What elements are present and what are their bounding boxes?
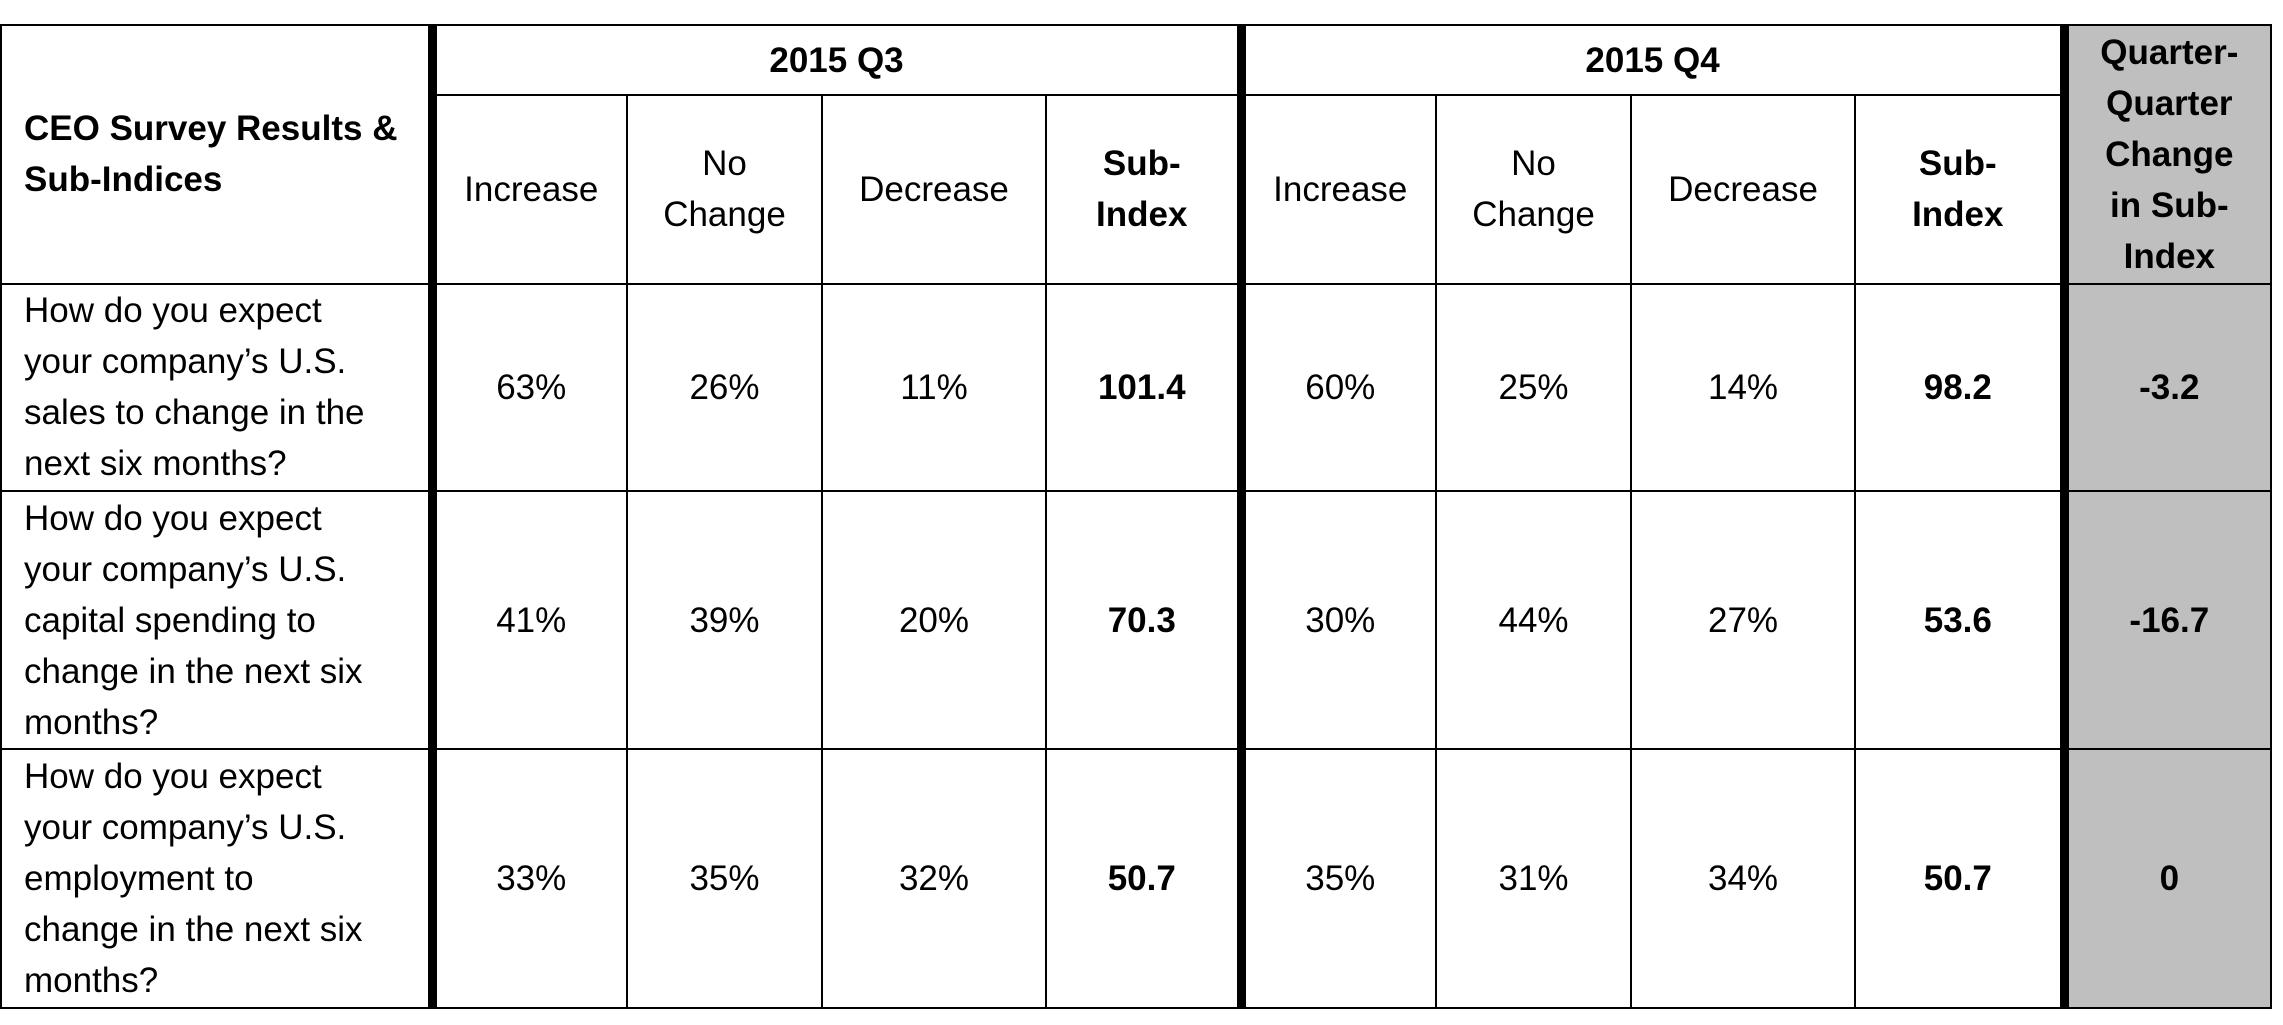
- ceo-survey-table: CEO Survey Results & Sub-Indices 2015 Q3…: [0, 23, 2273, 1009]
- q4-increase-value: 35%: [1240, 748, 1438, 1009]
- q4-decrease-value: 27%: [1630, 489, 1857, 751]
- col-header-increase: Increase: [1240, 94, 1438, 285]
- q3-decrease-value: 20%: [821, 489, 1047, 751]
- question-line: your company’s U.S.: [24, 342, 347, 382]
- change-header-line: Quarter: [2106, 83, 2233, 123]
- question-line: months?: [24, 961, 159, 1001]
- header-row-columns: Increase No Change Decrease Sub- Index I…: [1, 94, 2271, 285]
- col-header-decrease: Decrease: [821, 94, 1047, 285]
- table-title-line: Sub-Indices: [24, 160, 223, 200]
- q3-increase-value: 33%: [431, 748, 628, 1009]
- col-header-decrease: Decrease: [1630, 94, 1857, 285]
- col-header-subindex: Sub- Index: [1854, 94, 2069, 285]
- question-line: capital spending to: [24, 600, 316, 640]
- q4-no-change-value: 44%: [1435, 489, 1633, 751]
- q3-decrease-value: 32%: [821, 748, 1047, 1009]
- q3-no-change-value: 39%: [626, 489, 823, 751]
- q3-decrease-value: 11%: [821, 282, 1047, 492]
- table-row: How do you expect your company’s U.S. sa…: [0, 282, 2273, 492]
- col-header-line: Change: [663, 195, 786, 235]
- group-header-q4: 2015 Q4: [1240, 23, 2069, 97]
- q4-no-change-value: 31%: [1435, 748, 1633, 1009]
- question-line: your company’s U.S.: [24, 549, 347, 589]
- question-line: How do you expect: [24, 757, 322, 797]
- q4-subindex-value: 50.7: [1854, 748, 2069, 1009]
- q4-increase-value: 30%: [1240, 489, 1438, 751]
- q4-no-change-value: 25%: [1435, 282, 1633, 492]
- col-header-no-change: No Change: [626, 94, 823, 285]
- change-header-line: Index: [2123, 236, 2216, 276]
- q4-subindex-value: 53.6: [1854, 489, 2069, 751]
- question-line: months?: [24, 702, 159, 742]
- question-cell: How do you expect your company’s U.S. sa…: [0, 282, 437, 492]
- quarter-change-value: -3.2: [2063, 282, 2273, 492]
- question-line: next six months?: [24, 444, 287, 484]
- question-cell: How do you expect your company’s U.S. ca…: [0, 489, 437, 751]
- question-line: change in the next six: [24, 910, 363, 950]
- col-header-line: Index: [1912, 195, 2004, 235]
- change-header-line: in Sub-: [2110, 185, 2229, 225]
- question-line: your company’s U.S.: [24, 808, 347, 848]
- q3-increase-value: 41%: [431, 489, 628, 751]
- q4-decrease-value: 14%: [1630, 282, 1857, 492]
- table-row: How do you expect your company’s U.S. em…: [0, 748, 2273, 1009]
- question-line: How do you expect: [24, 291, 322, 331]
- quarter-change-value: 0: [2063, 748, 2273, 1009]
- col-header-line: Sub-: [1918, 144, 1997, 184]
- table-title-cell: CEO Survey Results & Sub-Indices: [0, 24, 437, 285]
- table-title-line: CEO Survey Results &: [24, 109, 398, 149]
- q4-decrease-value: 34%: [1630, 748, 1857, 1009]
- q3-no-change-value: 35%: [626, 748, 823, 1009]
- change-header-line: Quarter-: [2100, 32, 2239, 72]
- col-header-line: No: [702, 144, 747, 184]
- col-header-subindex: Sub- Index: [1044, 94, 1246, 285]
- q3-no-change-value: 26%: [626, 282, 823, 492]
- col-header-line: Change: [1472, 195, 1595, 235]
- quarter-change-value: -16.7: [2063, 489, 2273, 751]
- change-header-cell: Quarter- Quarter Change in Sub- Index: [2063, 24, 2273, 285]
- q4-subindex-value: 98.2: [1854, 282, 2069, 492]
- col-header-line: Sub-: [1102, 144, 1181, 184]
- col-header-no-change: No Change: [1435, 94, 1633, 285]
- question-line: change in the next six: [24, 651, 363, 691]
- question-line: How do you expect: [24, 498, 322, 538]
- q3-subindex-value: 50.7: [1044, 748, 1246, 1009]
- q3-subindex-value: 101.4: [1044, 282, 1246, 492]
- col-header-line: Index: [1096, 195, 1188, 235]
- change-header-line: Change: [2105, 134, 2234, 174]
- q3-subindex-value: 70.3: [1044, 489, 1246, 751]
- question-line: sales to change in the: [24, 393, 365, 433]
- header-row-groups: CEO Survey Results & Sub-Indices 2015 Q3…: [0, 23, 2273, 285]
- question-line: employment to: [24, 859, 254, 899]
- question-cell: How do you expect your company’s U.S. em…: [0, 748, 437, 1009]
- col-header-increase: Increase: [431, 94, 628, 285]
- table-row: How do you expect your company’s U.S. ca…: [0, 489, 2273, 751]
- q4-increase-value: 60%: [1240, 282, 1438, 492]
- q3-increase-value: 63%: [431, 282, 628, 492]
- group-header-q3: 2015 Q3: [430, 23, 1246, 97]
- col-header-line: No: [1511, 144, 1556, 184]
